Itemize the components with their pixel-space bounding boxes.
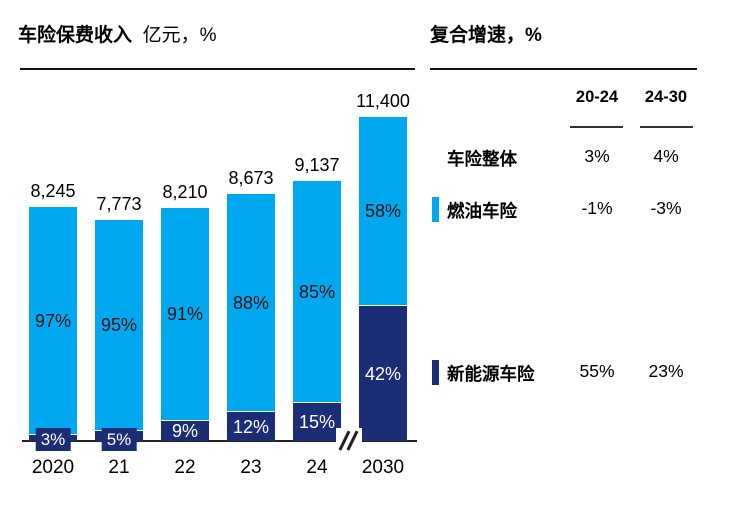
- stacked-bar-23: 88% 12%: [227, 194, 275, 441]
- fuel-share-label: 97%: [34, 310, 72, 331]
- fuel-segment: 97%: [29, 207, 77, 434]
- nev-legend-marker: [432, 360, 439, 385]
- x-axis-label: 22: [174, 457, 196, 478]
- fuel-segment: 85%: [293, 181, 341, 402]
- axis-break-mark: [336, 428, 362, 454]
- fuel-segment: 88%: [227, 194, 275, 411]
- x-axis-line: [22, 440, 417, 442]
- x-axis-label: 2020: [31, 457, 75, 478]
- nev-share-label: 5%: [101, 428, 137, 451]
- row-value: -1%: [581, 198, 613, 218]
- column-header-24-30: 24-30: [644, 88, 688, 106]
- fuel-legend-marker: [432, 197, 439, 222]
- fuel-share-label: 58%: [364, 201, 402, 221]
- column-underline: [570, 126, 623, 128]
- row-value: -3%: [650, 198, 682, 218]
- chart-title: 车险保费收入 亿元，%: [18, 20, 216, 47]
- fuel-share-label: 88%: [232, 292, 270, 313]
- column-underline: [640, 126, 693, 128]
- nev-share-label: 42%: [364, 363, 402, 384]
- nev-segment: 15%: [293, 402, 341, 441]
- row-label: 燃油车险: [447, 201, 517, 221]
- fuel-segment: 58%: [359, 117, 407, 305]
- fuel-share-label: 91%: [166, 304, 204, 324]
- row-value: 3%: [584, 146, 610, 166]
- bar-total-label: 7,773: [96, 194, 142, 214]
- table-row-total: 车险整体 3% 4%: [430, 144, 730, 172]
- bar-total-label: 11,400: [356, 91, 410, 111]
- bar-total-label: 8,245: [30, 181, 76, 201]
- stacked-bar-2030: 58% 42%: [359, 117, 407, 441]
- stacked-bar-21: 5% 95%: [95, 220, 143, 451]
- nev-share-label: 9%: [171, 421, 198, 441]
- chart-title-unit: 亿元，%: [142, 25, 217, 46]
- bar-chart-plot: 3% 97% 8,245 2020 5% 95% 7,773 21 91% 9% 8,210 22 88…: [22, 91, 417, 478]
- bar-total-label: 8,210: [162, 182, 208, 202]
- fuel-segment: 95%: [95, 220, 143, 430]
- fuel-share-label: 95%: [100, 315, 138, 335]
- row-value: 23%: [648, 361, 684, 381]
- row-label: 车险整体: [447, 149, 517, 169]
- x-axis-label: 24: [306, 457, 328, 478]
- row-value: 4%: [653, 146, 679, 166]
- nev-segment: 9%: [161, 420, 209, 441]
- growth-table-title: 复合增速，%: [430, 25, 542, 46]
- x-axis-label: 21: [108, 457, 130, 478]
- fuel-share-label: 85%: [298, 281, 336, 302]
- column-header-20-24: 20-24: [575, 88, 619, 106]
- bar-total-label: 9,137: [294, 155, 340, 175]
- nev-share-label: 12%: [232, 416, 270, 437]
- x-axis-label: 23: [240, 457, 262, 478]
- chart-title-main: 车险保费收入: [18, 25, 133, 46]
- stacked-bar-2020: 3% 97%: [29, 207, 77, 451]
- stacked-bar-24: 85% 15%: [293, 181, 341, 441]
- nev-segment: 42%: [359, 305, 407, 441]
- x-axis-label: 2030: [361, 457, 405, 478]
- row-label: 新能源车险: [447, 364, 535, 384]
- fuel-segment: 91%: [161, 208, 209, 420]
- stacked-bar-22: 91% 9%: [161, 208, 209, 441]
- table-row-fuel: 燃油车险 -1% -3%: [430, 196, 730, 224]
- chart-title-rule: [20, 68, 415, 70]
- bar-total-label: 8,673: [228, 168, 274, 188]
- row-value: 55%: [579, 361, 615, 381]
- nev-share-label: 3%: [35, 428, 71, 451]
- nev-segment: 12%: [227, 411, 275, 441]
- nev-share-label: 15%: [298, 412, 336, 432]
- growth-table-title-rule: [430, 68, 697, 70]
- table-row-nev: 新能源车险 55% 23%: [430, 359, 730, 387]
